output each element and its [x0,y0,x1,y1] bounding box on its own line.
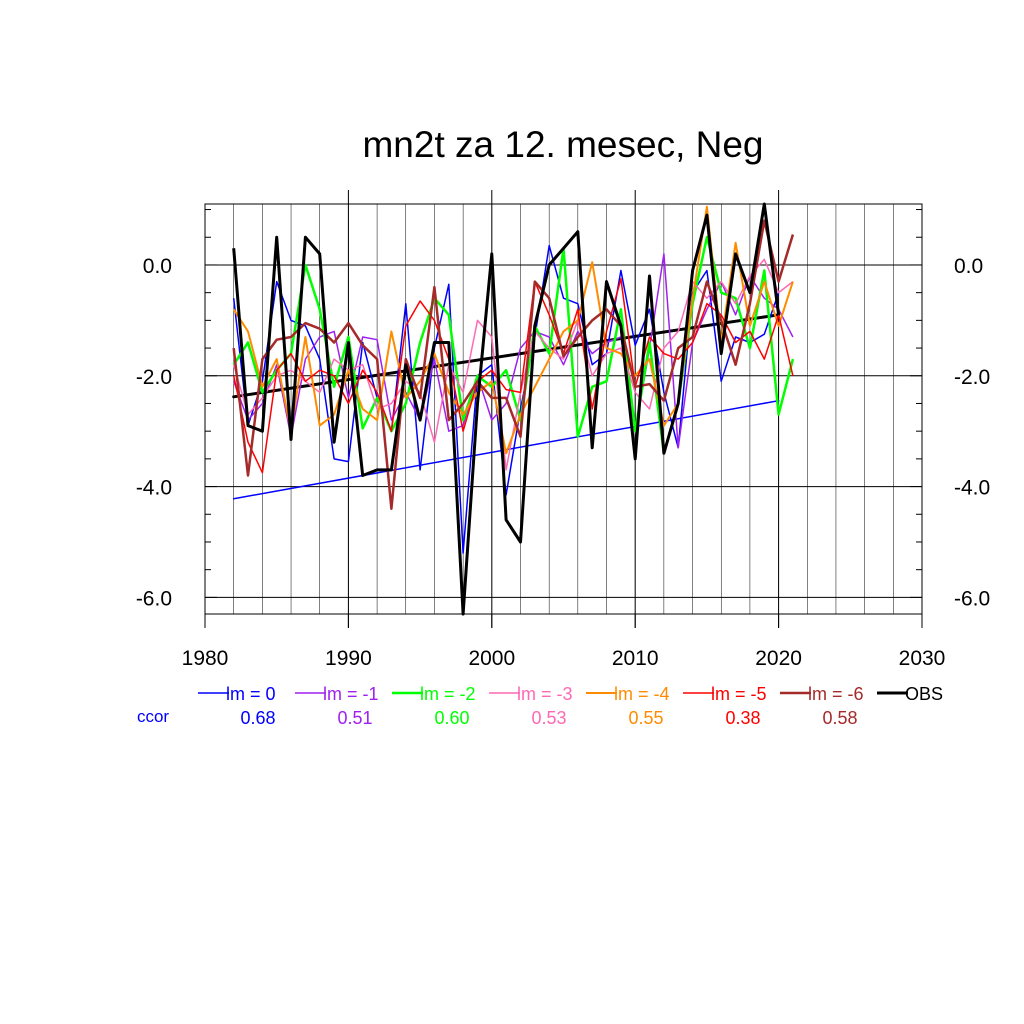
ccor-value: 0.38 [725,708,760,728]
series-line [232,219,795,510]
legend-label: lm = -4 [614,684,670,704]
legend-label: lm = -5 [711,684,767,704]
legend-label: lm = -2 [420,684,476,704]
ccor-label: ccor [137,707,169,726]
y-tick-label-left: -4.0 [136,477,172,500]
legend-label: lm = -6 [808,684,864,704]
series-line [232,205,794,455]
y-tick-label-right: -2.0 [954,366,990,389]
legend-label: OBS [905,684,943,704]
x-tick-label: 1990 [325,647,372,670]
axes: 0.0 0.0 -2.0 -2.0 -4.0 -4.0 -6.0 -6.0 1980 1990 20… [136,203,990,670]
legend: lm = 0 0.68 lm = -1 0.51 lm = -2 0.60 lm = -3 0… [137,684,943,728]
legend-label: lm = -3 [517,684,573,704]
series-lines [232,202,795,616]
ccor-value: 0.60 [434,708,469,728]
x-tick-label: 2000 [468,647,515,670]
series-line [232,278,794,474]
x-tick-label: 2010 [612,647,659,670]
plot-frame [204,203,923,615]
y-tick-label-left: 0.0 [143,255,172,278]
ccor-value: 0.55 [628,708,663,728]
ccor-value: 0.58 [822,708,857,728]
x-tick-label: 2020 [755,647,802,670]
ccor-value: 0.68 [240,708,275,728]
x-tick-label: 1980 [182,647,229,670]
y-tick-label-right: 0.0 [954,255,983,278]
y-tick-label-left: -6.0 [136,587,172,610]
y-tick-label-left: -2.0 [136,366,172,389]
legend-label: lm = 0 [226,684,276,704]
ccor-value: 0.51 [337,708,372,728]
x-tick-label: 2030 [899,647,946,670]
ccor-value: 0.53 [531,708,566,728]
legend-label: lm = -1 [323,684,379,704]
chart-title: mn2t za 12. mesec, Neg [362,124,763,165]
series-line [232,202,781,616]
y-tick-label-right: -6.0 [954,587,990,610]
y-tick-label-right: -4.0 [954,477,990,500]
grid [205,190,922,628]
